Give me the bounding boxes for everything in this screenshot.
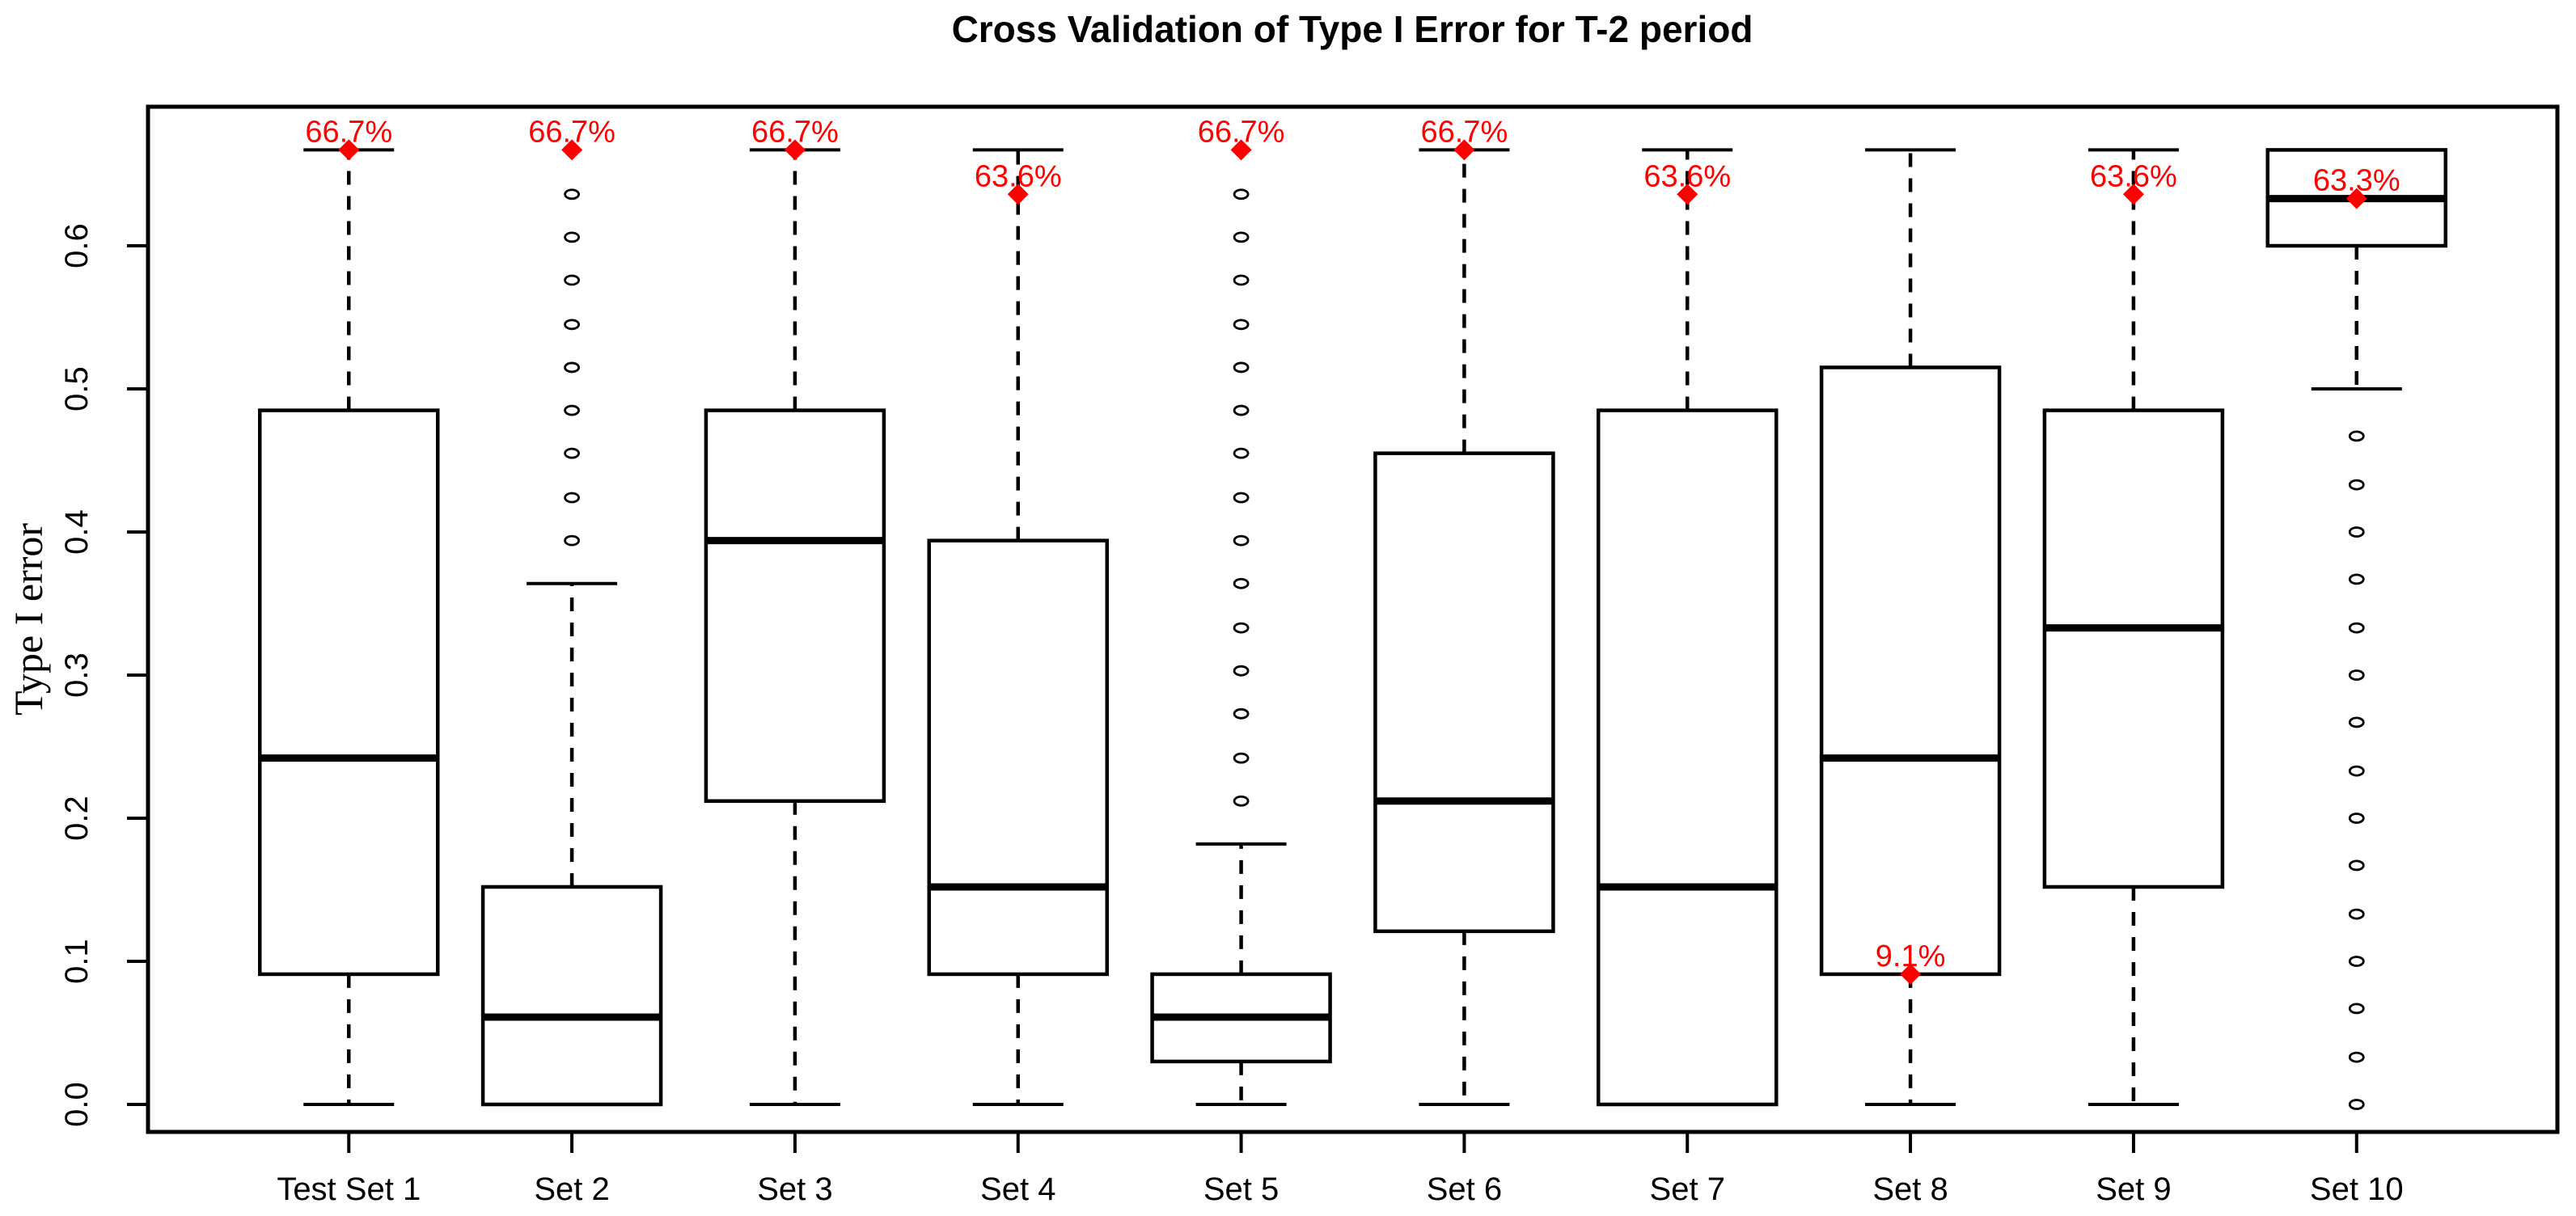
outlier-point (1233, 534, 1250, 547)
annotation-point (561, 139, 583, 161)
iqr-box (1373, 451, 1555, 934)
outlier-point (2348, 908, 2365, 920)
outlier-point (1233, 752, 1250, 764)
annotation-point (2345, 188, 2367, 209)
outlier-point (2348, 859, 2365, 872)
y-tick-label: 0.1 (59, 939, 95, 984)
x-category-label: Set 3 (757, 1172, 832, 1207)
x-category-label: Set 9 (2096, 1172, 2171, 1207)
outlier-point (2348, 716, 2365, 728)
annotation-label: 63.6% (1643, 159, 1731, 193)
x-category-label: Set 2 (534, 1172, 609, 1207)
annotation-point (1900, 963, 1922, 985)
outlier-point (2348, 813, 2365, 824)
outlier-point (2348, 1003, 2365, 1015)
outlier-point (2348, 1099, 2365, 1110)
y-tick-label: 0.5 (59, 366, 95, 412)
outlier-point (1233, 707, 1250, 720)
iqr-box (1819, 365, 2002, 977)
iqr-box (2042, 408, 2225, 889)
outlier-point (1233, 577, 1250, 589)
outlier-point (564, 319, 580, 331)
annotation-label: 9.1% (1876, 939, 1946, 973)
outlier-point (564, 274, 580, 286)
outlier-point (2348, 430, 2365, 442)
outlier-point (1233, 231, 1250, 243)
x-category-label: Set 5 (1203, 1172, 1279, 1207)
annotation-label: 63.6% (975, 159, 1062, 193)
outlier-point (2348, 479, 2365, 491)
x-category-label: Set 4 (980, 1172, 1055, 1207)
outlier-point (564, 188, 580, 201)
outlier-point (564, 404, 580, 416)
iqr-box (1597, 408, 1779, 1107)
y-tick-label: 0.3 (59, 652, 95, 698)
iqr-box (480, 885, 663, 1107)
chart-title: Cross Validation of Type I Error for T-2… (952, 8, 1753, 50)
outlier-point (564, 231, 580, 243)
annotation-point (1677, 184, 1698, 205)
y-tick-label: 0.0 (59, 1082, 95, 1127)
outlier-point (1233, 404, 1250, 416)
outlier-point (1233, 361, 1250, 374)
x-category-label: Test Set 1 (277, 1172, 421, 1207)
outlier-point (2348, 622, 2365, 634)
outlier-point (2348, 526, 2365, 538)
outlier-point (564, 492, 580, 504)
annotation-point (1007, 184, 1029, 205)
annotation-point (1453, 139, 1475, 161)
plot-frame (146, 104, 2560, 1134)
outlier-point (1233, 274, 1250, 286)
iqr-box (927, 538, 1109, 977)
annotation-label: 63.6% (2090, 159, 2177, 193)
x-category-label: Set 8 (1872, 1172, 1948, 1207)
annotation-point (1230, 139, 1252, 161)
annotation-label: 66.7% (305, 115, 392, 149)
annotation-point (2122, 184, 2144, 205)
annotation-label: 66.7% (528, 115, 615, 149)
outlier-point (1233, 319, 1250, 331)
plot-area: 0.0 0.1 0.2 0.3 0.4 0.5 0.6 66.7% Test Set 1 66.7… (59, 115, 2447, 1207)
annotation-point (338, 139, 360, 161)
outlier-point (564, 361, 580, 374)
outlier-point (1233, 447, 1250, 459)
y-axis-title: Type I error (6, 523, 51, 716)
outlier-point (1233, 188, 1250, 201)
y-tick-label: 0.2 (59, 796, 95, 841)
x-category-label: Set 6 (1427, 1172, 1502, 1207)
annotation-label: 63.3% (2313, 164, 2400, 198)
y-tick-label: 0.4 (59, 509, 95, 555)
y-tick-label: 0.6 (59, 223, 95, 268)
outlier-point (1233, 795, 1250, 807)
outlier-point (1233, 665, 1250, 677)
x-category-label: Set 10 (2310, 1172, 2404, 1207)
outlier-point (2348, 765, 2365, 777)
annotation-label: 66.7% (1421, 115, 1508, 149)
outlier-point (564, 534, 580, 547)
outlier-point (2348, 956, 2365, 967)
outlier-point (564, 447, 580, 459)
outlier-point (2348, 669, 2365, 681)
outlier-point (1233, 622, 1250, 634)
outlier-point (1233, 492, 1250, 504)
annotation-label: 66.7% (751, 115, 839, 149)
iqr-box (704, 408, 886, 804)
outlier-point (2348, 573, 2365, 585)
outlier-point (2348, 1051, 2365, 1063)
x-category-label: Set 7 (1650, 1172, 1725, 1207)
iqr-box (258, 408, 440, 977)
annotation-label: 66.7% (1198, 115, 1285, 149)
annotation-point (784, 139, 806, 161)
